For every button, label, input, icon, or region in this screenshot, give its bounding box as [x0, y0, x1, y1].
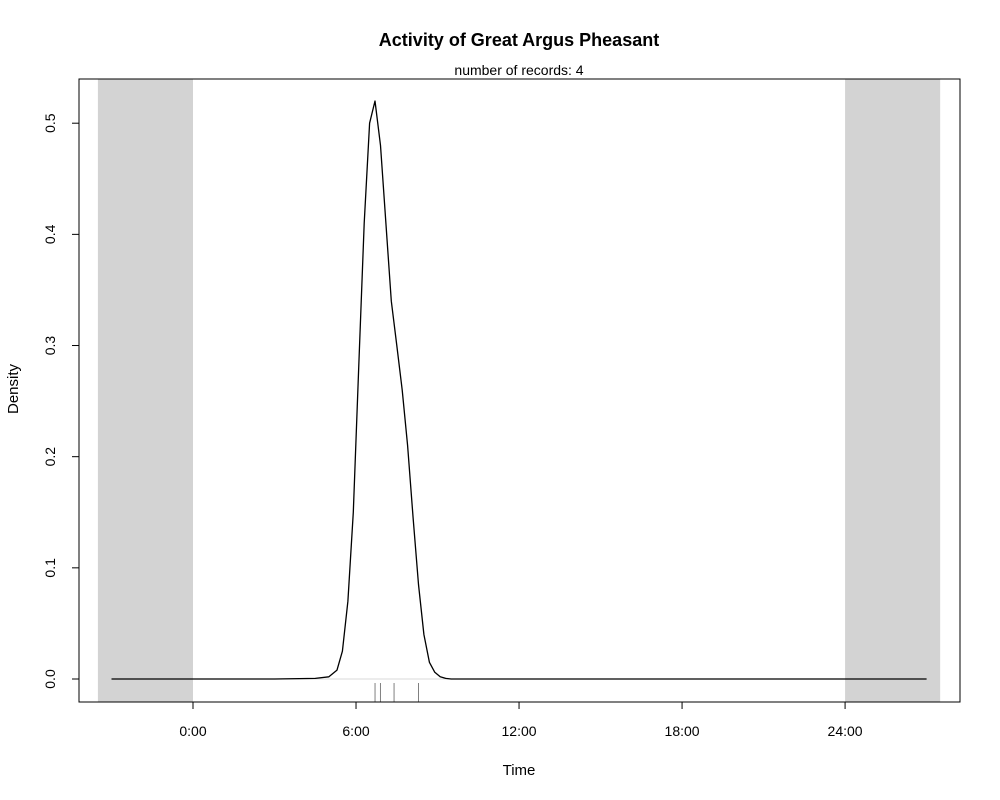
chart-subtitle: number of records: 4: [454, 62, 583, 78]
chart-title: Activity of Great Argus Pheasant: [379, 30, 659, 50]
x-tick-label-1: 6:00: [342, 723, 369, 739]
y-tick-label-4: 0.4: [42, 224, 58, 244]
shaded-region-1: [845, 79, 941, 702]
y-tick-label-0: 0.0: [42, 669, 58, 689]
x-axis-label: Time: [503, 762, 536, 779]
x-tick-label-3: 18:00: [665, 723, 700, 739]
density-line: [111, 100, 927, 680]
density-curve: [111, 100, 927, 680]
x-tick-label-0: 0:00: [179, 723, 206, 739]
y-tick-label-3: 0.3: [42, 336, 58, 356]
x-axis: 0:00 6:00 12:00 18:00 24:00: [179, 701, 863, 739]
y-tick-label-1: 0.1: [42, 558, 58, 578]
y-axis: 0.0 0.1 0.2 0.3 0.4 0.5: [42, 113, 80, 689]
shaded-region-0: [97, 79, 193, 702]
x-tick-label-2: 12:00: [502, 723, 537, 739]
plot-background: [79, 79, 960, 702]
shaded-regions: [97, 79, 941, 702]
y-tick-label-5: 0.5: [42, 113, 58, 133]
y-axis-label: Density: [5, 363, 22, 414]
plot-area: [79, 79, 960, 702]
x-tick-label-4: 24:00: [828, 723, 863, 739]
y-tick-label-2: 0.2: [42, 447, 58, 467]
